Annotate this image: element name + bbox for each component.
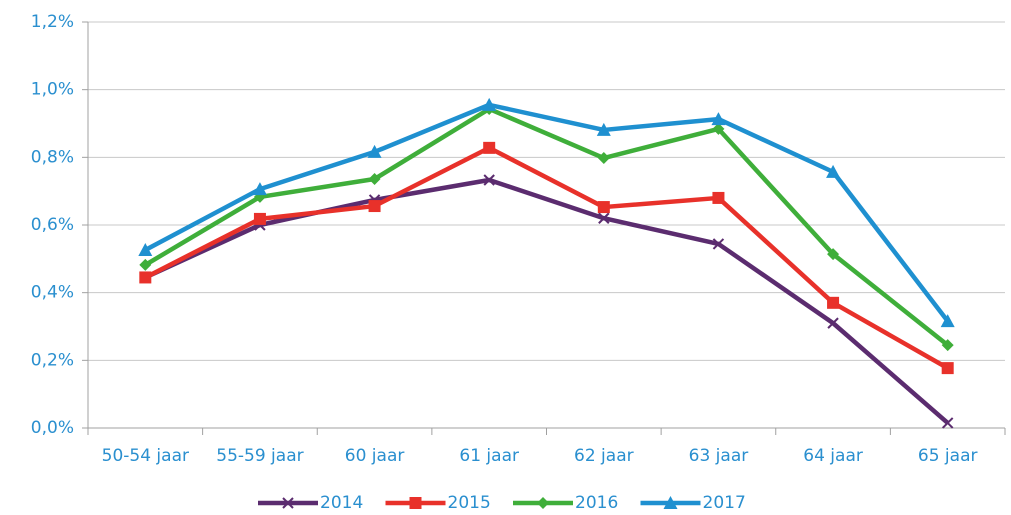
marker xyxy=(712,122,725,135)
marker xyxy=(409,497,422,509)
marker xyxy=(596,122,611,136)
x-tick-label: 65 jaar xyxy=(918,446,978,466)
marker xyxy=(139,271,152,284)
y-tick-label: 0,2% xyxy=(31,350,74,370)
marker xyxy=(139,258,152,271)
marker xyxy=(827,296,840,309)
marker xyxy=(827,317,839,329)
x-tick-label: 60 jaar xyxy=(345,446,405,466)
x-tick-label: 62 jaar xyxy=(574,446,634,466)
marker xyxy=(367,144,382,158)
marker xyxy=(253,212,266,225)
marker xyxy=(712,238,725,250)
marker xyxy=(941,362,954,375)
marker xyxy=(537,497,549,509)
marker xyxy=(368,200,381,213)
marker xyxy=(941,339,954,352)
legend-label: 2014 xyxy=(320,493,363,513)
y-tick-label: 1,2% xyxy=(31,12,74,32)
marker xyxy=(941,417,954,429)
y-tick-label: 0,4% xyxy=(31,283,74,303)
y-tick-label: 0,8% xyxy=(31,147,74,167)
line xyxy=(144,145,949,371)
marker xyxy=(483,141,496,154)
line xyxy=(144,106,950,347)
marker xyxy=(711,112,726,126)
marker xyxy=(712,191,725,204)
line xyxy=(144,177,950,425)
marker xyxy=(138,243,153,257)
x-tick-label: 63 jaar xyxy=(689,446,749,466)
marker xyxy=(598,212,610,224)
legend-label: 2016 xyxy=(575,493,618,513)
marker xyxy=(827,248,840,261)
y-tick-label: 0,0% xyxy=(31,418,74,438)
marker xyxy=(252,182,267,196)
y-tick-label: 1,0% xyxy=(31,80,74,100)
legend-label: 2017 xyxy=(703,493,746,513)
marker xyxy=(368,172,381,185)
x-tick-label: 64 jaar xyxy=(803,446,863,466)
marker xyxy=(940,314,955,328)
marker xyxy=(597,201,610,214)
x-tick-label: 61 jaar xyxy=(459,446,519,466)
legend-label: 2015 xyxy=(448,493,491,513)
marker xyxy=(663,496,678,509)
x-tick-label: 50-54 jaar xyxy=(102,446,189,466)
line xyxy=(144,102,950,323)
marker xyxy=(282,497,294,509)
marker xyxy=(482,97,497,111)
marker xyxy=(483,174,495,186)
x-tick-label: 55-59 jaar xyxy=(216,446,303,466)
marker xyxy=(826,164,841,178)
marker xyxy=(597,152,610,165)
y-tick-label: 0,6% xyxy=(31,215,74,235)
